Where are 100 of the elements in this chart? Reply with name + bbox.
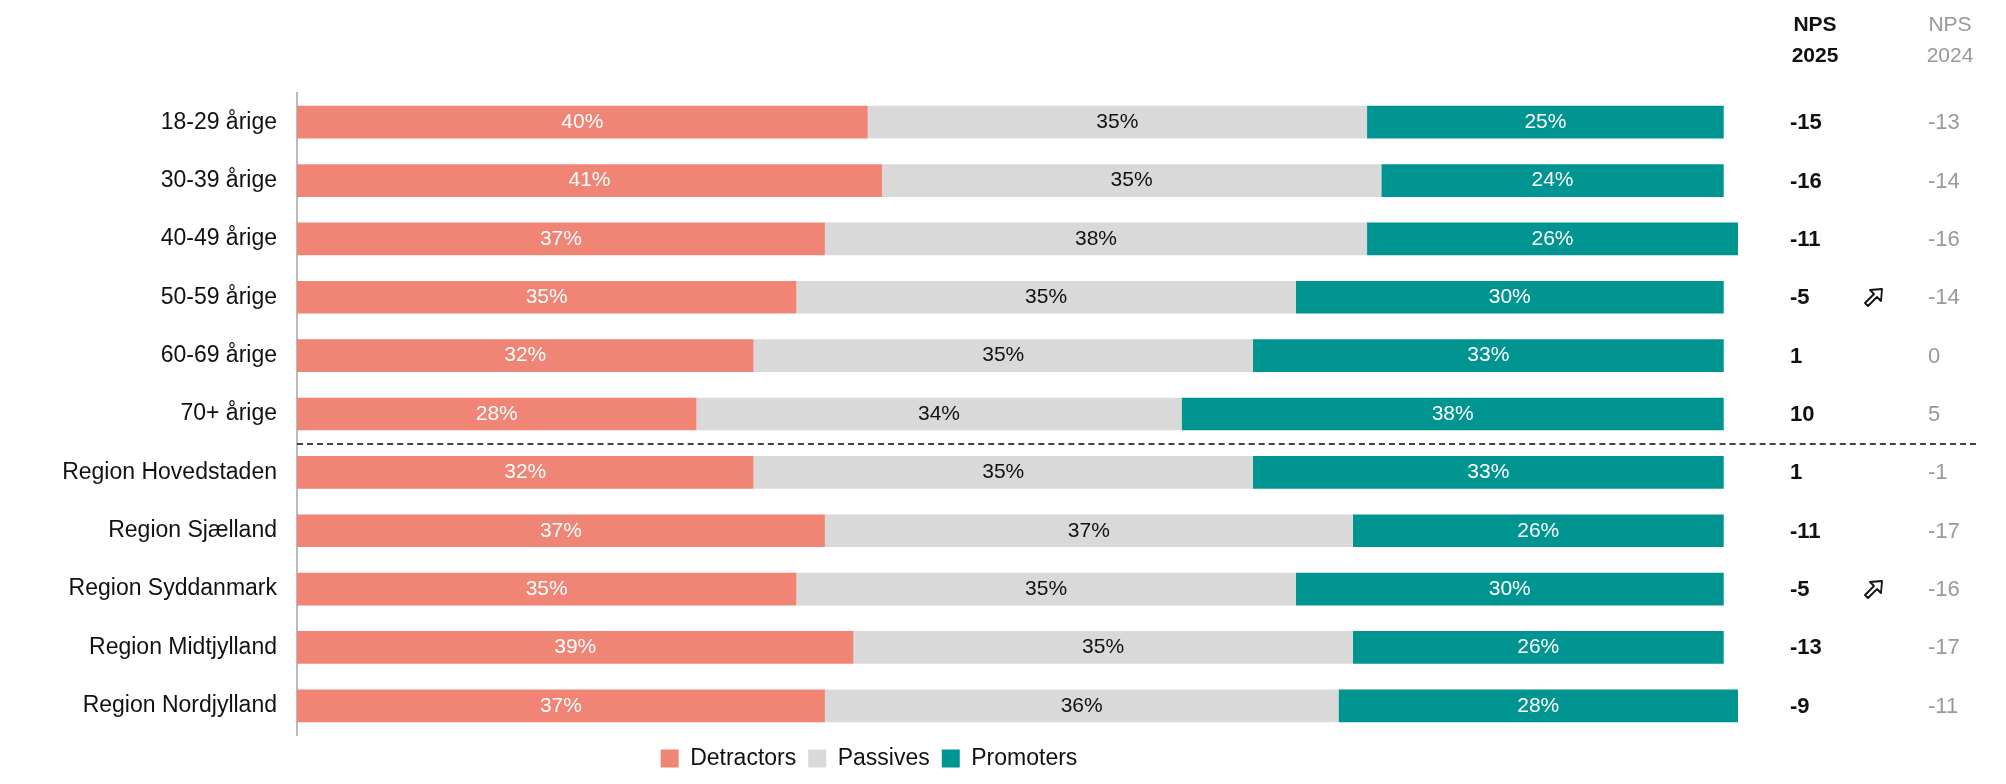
data-label: 35%: [525, 575, 568, 599]
y-tick-label: 30-39 årige: [160, 165, 277, 192]
data-label: 37%: [539, 225, 582, 249]
text: -11: [1790, 517, 1821, 544]
data-label: 37%: [1067, 517, 1110, 541]
text: -5: [1790, 284, 1810, 311]
bar: [297, 456, 754, 489]
bar: [297, 339, 754, 372]
y-tick-label: 18-29 årige: [160, 107, 277, 134]
data-label: 26%: [1517, 634, 1560, 658]
bar: [297, 280, 797, 314]
text: -16: [1928, 576, 1960, 603]
bar: [753, 339, 1253, 372]
data-label: 39%: [554, 634, 597, 658]
legend-label: Promoters: [971, 743, 1078, 770]
bar: [753, 456, 1253, 489]
bar: [297, 631, 854, 664]
bar: [881, 164, 1382, 197]
y-tick-label: Region Midtjylland: [89, 632, 277, 659]
bar: [867, 105, 1368, 139]
bar: [1367, 222, 1738, 256]
text: 1: [1790, 342, 1803, 369]
data-label: 38%: [1074, 225, 1117, 249]
bar: [297, 164, 882, 197]
y-tick-label: Region Sjælland: [108, 516, 277, 543]
legend-label: Detractors: [690, 743, 797, 770]
legend-label: Passives: [837, 743, 930, 770]
text: -5: [1790, 576, 1810, 603]
y-tick-label: Region Nordjylland: [82, 691, 277, 718]
data-label: 34%: [918, 400, 961, 424]
text: -17: [1928, 517, 1960, 544]
data-label: 37%: [539, 517, 582, 541]
text: -17: [1928, 634, 1960, 661]
data-label: 30%: [1488, 284, 1531, 308]
text: -16: [1928, 225, 1960, 252]
bar: [1181, 397, 1724, 431]
y-tick-label: 50-59 årige: [160, 282, 277, 309]
text: 1: [1790, 459, 1803, 486]
data-label: 32%: [504, 342, 547, 366]
data-label: 30%: [1488, 575, 1531, 599]
bar: [1352, 514, 1724, 548]
bar: [1295, 280, 1724, 314]
text: -14: [1928, 284, 1960, 311]
bar: [696, 397, 1182, 431]
text: -11: [1928, 692, 1959, 719]
text: -14: [1928, 167, 1960, 194]
data-label: 35%: [1025, 284, 1068, 308]
text: 10: [1790, 401, 1815, 427]
data-label: 33%: [1467, 342, 1510, 366]
data-label: 35%: [1082, 634, 1125, 658]
y-tick-label: Region Hovedstaden: [62, 457, 277, 484]
bar: [1295, 572, 1724, 606]
data-label: 37%: [539, 692, 582, 716]
data-label: 36%: [1060, 692, 1103, 716]
data-label: 35%: [1025, 575, 1068, 599]
text: -15: [1790, 109, 1822, 136]
text: -1: [1928, 459, 1948, 486]
data-label: 38%: [1431, 400, 1474, 424]
text: -13: [1790, 634, 1822, 661]
y-tick-label: 60-69 årige: [160, 340, 277, 367]
data-label: 40%: [561, 108, 604, 132]
bar: [853, 631, 1353, 664]
data-label: 35%: [982, 342, 1025, 366]
text: 0: [1928, 342, 1941, 369]
data-label: 28%: [1517, 692, 1560, 716]
data-label: 35%: [1110, 167, 1153, 191]
bar: [1367, 105, 1724, 139]
text: -9: [1790, 692, 1810, 719]
y-tick-label: 40-49 årige: [160, 224, 277, 251]
bar: [824, 222, 1368, 256]
text: -16: [1790, 167, 1822, 194]
bar: [796, 280, 1296, 314]
bar: [1381, 164, 1724, 197]
data-label: 26%: [1531, 225, 1574, 249]
data-label: 32%: [504, 459, 547, 483]
bar: [297, 572, 797, 606]
text: 5: [1928, 401, 1941, 427]
data-label: 28%: [475, 400, 518, 424]
text: -13: [1928, 109, 1960, 136]
bar: [297, 105, 868, 139]
data-label: 35%: [1096, 108, 1139, 132]
bar: [297, 222, 825, 256]
bar: [297, 397, 697, 431]
data-label: 24%: [1531, 167, 1574, 191]
bar: [1252, 456, 1724, 489]
data-label: 33%: [1467, 459, 1510, 483]
bar: [824, 514, 1353, 548]
bar: [1338, 689, 1738, 723]
data-label: 26%: [1517, 517, 1560, 541]
text: -11: [1790, 225, 1821, 252]
bar: [796, 572, 1296, 606]
data-label: 35%: [982, 459, 1025, 483]
y-tick-label: Region Syddanmark: [68, 574, 278, 601]
bar: [297, 689, 825, 723]
bar: [297, 514, 825, 548]
data-label: 35%: [525, 284, 568, 308]
bar: [1252, 339, 1724, 372]
text: NPS 2024: [1925, 11, 1975, 68]
bar: [824, 689, 1339, 723]
data-label: 25%: [1524, 108, 1567, 132]
